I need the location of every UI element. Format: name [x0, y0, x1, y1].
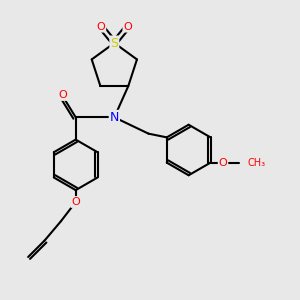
Text: O: O [97, 22, 105, 32]
Text: O: O [123, 22, 132, 32]
Text: CH₃: CH₃ [248, 158, 266, 168]
Text: O: O [58, 90, 67, 100]
Text: O: O [219, 158, 227, 168]
Text: S: S [110, 37, 118, 50]
Text: N: N [110, 111, 119, 124]
Text: O: O [71, 197, 80, 207]
